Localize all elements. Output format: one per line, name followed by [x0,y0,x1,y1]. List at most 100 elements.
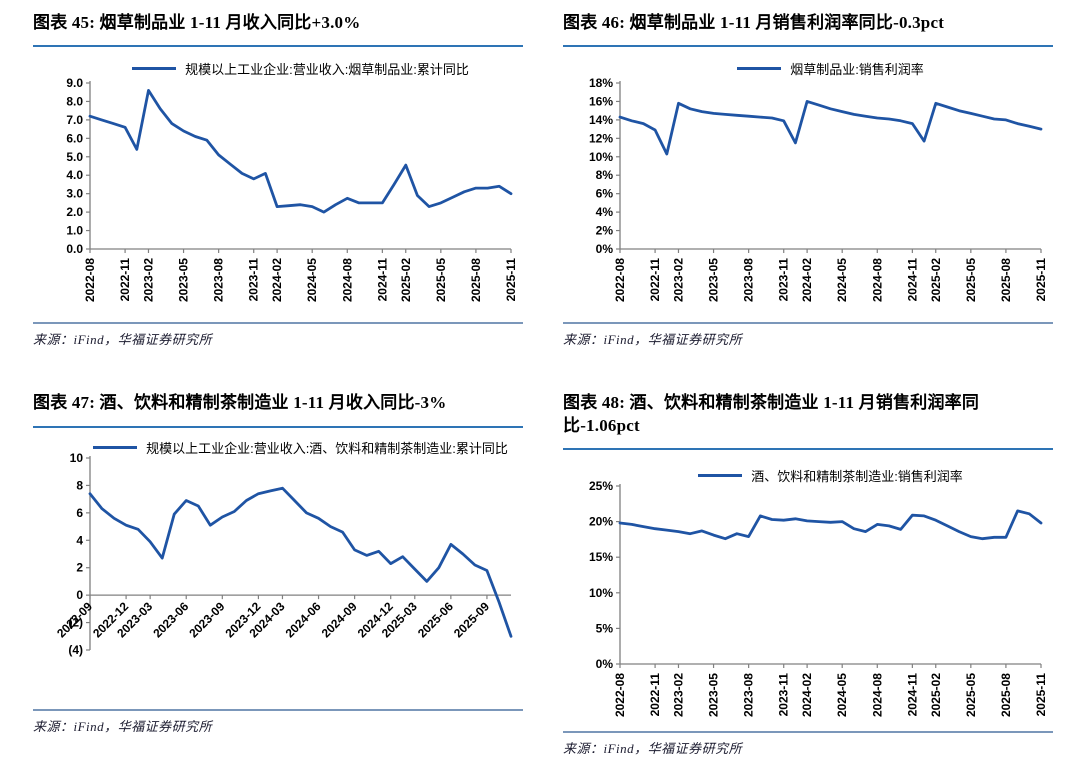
line-chart-47: 1086420(2)(4)2022-092022-122023-032023-0… [54,451,513,657]
figure-47-chart-area: 规模以上工业企业:营业收入:酒、饮料和精制茶制造业:累计同比 10 8 6 4 2 0 (2… [33,438,523,706]
title-divider [563,45,1053,48]
title-divider [33,425,523,428]
x-tick-label: 2022-08 [83,258,97,302]
x-tick-label: 2023-05 [177,258,191,302]
figure-47-title: 图表 47: 酒、饮料和精制茶制造业 1-11 月收入同比-3% [33,393,447,413]
figure-48-chart-area: 酒、饮料和精制茶制造业:销售利润率 25% 20% 15% 10% 5% 0% 2022-0… [563,460,1053,728]
x-tick-label: 2024-02 [800,673,814,717]
figure-48-title: 图表 48: 酒、饮料和精制茶制造业 1-11 月销售利润率同比-1.06pct [563,393,980,435]
source-note: 来源：iFind，华福证券研究所 [563,332,743,348]
y-tick-label: 5.0 [66,150,83,164]
x-tick-label: 2023-11 [247,258,261,302]
y-tick-label: 5% [596,622,614,636]
x-tick-label: 2022-08 [613,673,627,717]
x-tick-label: 2024-02 [270,258,284,302]
series-line [618,509,1043,541]
x-tick-label: 2024-09 [319,599,360,640]
series-line [618,100,1043,156]
x-tick-label: 2024-05 [835,673,849,717]
y-tick-label: 25% [589,479,613,493]
x-tick-label: 2025-08 [999,258,1013,302]
y-tick-label: 3.0 [66,187,83,201]
x-tick-label: 2025-06 [415,599,456,640]
x-tick-label: 2023-08 [742,673,756,717]
figure-48-panel: 图表 48: 酒、饮料和精制茶制造业 1-11 月销售利润率同比-1.06pct… [563,392,1053,757]
x-tick-label: 2024-08 [870,258,884,302]
series-line [88,89,513,214]
x-tick-label: 2025-11 [1034,258,1048,302]
y-tick-label: 8.0 [66,95,83,109]
y-tick-label: (4) [68,643,83,657]
source-divider [563,322,1053,325]
y-tick-label: 15% [589,551,613,565]
figure-45-chart-area: 规模以上工业企业:营业收入:烟草制品业:累计同比 9.0 8.0 7.0 6.0 5.0… [33,57,523,319]
figure-46-title: 图表 46: 烟草制品业 1-11 月销售利润率同比-0.3pct [563,13,945,32]
x-tick-label: 2023-02 [671,258,685,302]
y-tick-label: 8% [596,169,614,183]
y-tick-label: 7.0 [66,113,83,127]
y-tick-label: 2% [596,224,614,238]
x-tick-label: 2023-08 [212,258,226,302]
title-divider [563,448,1053,451]
x-tick-label: 2024-05 [835,258,849,302]
x-tick-label: 2025-02 [929,258,943,302]
x-tick-label: 2024-11 [375,258,389,302]
figure-46-panel: 图表 46: 烟草制品业 1-11 月销售利润率同比-0.3pct 烟草制品业:… [563,12,1053,348]
y-tick-label: 6% [596,187,614,201]
x-tick-label: 2025-02 [399,258,413,302]
x-tick-label: 2025-08 [999,673,1013,717]
x-tick-label: 2025-05 [434,258,448,302]
y-tick-label: 4% [596,206,614,220]
y-tick-label: 16% [589,95,613,109]
x-tick-label: 2024-08 [340,258,354,302]
x-tick-label: 2022-11 [118,258,132,302]
x-tick-label: 2024-05 [305,258,319,302]
y-tick-label: 0% [596,242,614,256]
line-chart-48: 25% 20% 15% 10% 5% 0% 2022-08 2022-11 2023-02 202… [589,479,1048,717]
x-tick-label: 2022-08 [613,258,627,302]
y-tick-label: 2 [76,561,83,575]
y-tick-label: 8 [76,478,83,492]
y-tick-label: 6 [76,506,83,520]
y-tick-label: (2) [68,615,83,629]
x-tick-label: 2022-09 [54,599,95,640]
x-tick-label: 2025-05 [964,258,978,302]
y-tick-label: 18% [589,76,613,90]
source-divider [33,322,523,325]
x-tick-label: 2023-02 [141,258,155,302]
source-note: 来源：iFind，华福证券研究所 [33,718,213,734]
y-tick-label: 9.0 [66,76,83,90]
x-tick-label: 2022-11 [648,673,662,717]
x-tick-label: 2025-08 [469,258,483,302]
y-tick-label: 14% [589,113,613,127]
x-tick-label: 2022-11 [648,258,662,302]
source-divider [563,731,1053,734]
x-tick-label: 2023-05 [707,673,721,717]
y-tick-label: 4.0 [66,169,83,183]
y-tick-label: 4 [76,533,83,547]
title-divider [33,45,523,48]
y-tick-label: 10% [589,150,613,164]
y-tick-label: 1.0 [66,224,83,238]
y-tick-label: 0.0 [66,242,83,256]
y-tick-label: 10% [589,586,613,600]
x-tick-label: 2023-02 [671,673,685,717]
series-line [88,486,513,638]
x-tick-label: 2025-09 [451,599,492,640]
x-tick-label: 2025-05 [964,673,978,717]
x-tick-label: 2023-06 [150,599,191,640]
x-tick-label: 2025-11 [504,258,518,302]
x-tick-label: 2023-08 [742,258,756,302]
x-tick-label: 2024-08 [870,673,884,717]
figure-47-panel: 图表 47: 酒、饮料和精制茶制造业 1-11 月收入同比-3% 规模以上工业企… [33,392,523,757]
line-chart-46: 18% 16% 14% 12% 10% 8% 6% 4% 2% 0% 2022-08 2022-11 2… [589,76,1048,302]
x-tick-label: 2024-02 [800,258,814,302]
source-note: 来源：iFind，华福证券研究所 [563,741,743,757]
x-tick-label: 2024-11 [905,258,919,302]
x-tick-label: 2023-09 [186,599,227,640]
x-tick-label: 2025-11 [1034,673,1048,717]
x-tick-label: 2023-05 [707,258,721,302]
